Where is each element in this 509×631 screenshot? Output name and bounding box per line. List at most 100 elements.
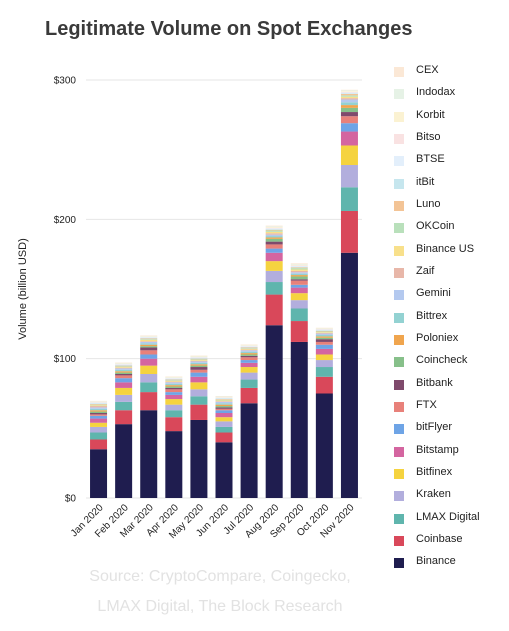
legend-item: Coinbase [394,533,506,555]
bar-segment [115,382,133,388]
bar-segment [340,91,358,93]
bar-segment [215,396,233,397]
bar-segment [115,363,133,365]
bar-segment [115,362,133,364]
bar-segment [340,102,358,106]
bar-segment [140,350,158,355]
legend-label: Korbit [416,108,445,121]
bar-segment [190,396,208,405]
bar-segment [115,365,133,367]
bar-segment [165,404,183,411]
bar-segment [215,398,233,400]
legend-label: itBit [416,175,435,188]
chart-legend: CEX Indodax Korbit Bitso BTSE itBit Luno OKCoin… [394,64,506,578]
source-note-line-2: LMAX Digital, The Block Research [97,598,343,615]
bar-segment [265,238,283,242]
bar-segment [165,380,183,382]
bar-segment [315,339,333,342]
bar-segment [290,272,308,274]
legend-item: FTX [394,399,506,421]
bar-segment [215,406,233,408]
bar-segment [215,400,233,402]
bar-segment [240,360,258,363]
bar-segment [315,393,333,498]
legend-swatch [394,111,404,122]
bar-segment [315,328,333,330]
bar-segment [90,413,108,415]
bar-segment [315,334,333,337]
bar-segment [265,233,283,235]
bar-segment [140,373,158,383]
legend-swatch [394,401,404,412]
bar-segment [265,270,283,283]
bar-segment [165,383,183,386]
bar-segment [340,123,358,132]
bar-segment [190,356,208,357]
bar-segment [315,328,333,330]
bar-segment [165,385,183,387]
legend-label: BTSE [416,153,445,166]
bar-segment [215,408,233,411]
bar-segment [165,378,183,379]
bar-segment [140,337,158,339]
bar-segment [140,335,158,336]
bar-segment [240,344,258,345]
legend-swatch [394,312,404,323]
bar-segment [165,382,183,384]
bar-segment [140,339,158,340]
legend-item: Luno [394,198,506,220]
bar-segment [290,270,308,273]
bar-segment [265,237,283,239]
legend-swatch [394,491,404,502]
bar-segment [90,422,108,427]
bar-segment [290,293,308,301]
bar-segment [215,417,233,422]
bar-segment [240,349,258,351]
bar-segment [90,414,108,416]
bar-segment [315,337,333,340]
bar-segment [165,417,183,432]
legend-item: Bitstamp [394,444,506,466]
bar-segment [190,356,208,358]
bar-segment [115,375,133,379]
bar-segment [90,404,108,406]
bar-segment [315,328,333,329]
y-tick-label: $0 [65,494,77,505]
legend-label: Bitbank [416,376,453,389]
bar-segment [340,145,358,165]
bar-segment [215,410,233,414]
bar-segment [290,268,308,270]
bar-segment [165,431,183,498]
bar-segment [240,351,258,354]
legend-label: Gemini [416,287,451,300]
bar-segment [240,346,258,347]
bar-segment [115,378,133,383]
legend-swatch [394,133,404,144]
legend-label: Bitstamp [416,443,459,456]
bar-segment [140,336,158,337]
bar-segment [90,426,108,433]
bar-segment [190,358,208,360]
bar-segment [190,361,208,363]
legend-swatch [394,89,404,100]
bar-segment [340,96,358,99]
bar-segment [90,408,108,411]
bar-segment [340,187,358,211]
legend-label: FTX [416,398,437,411]
legend-item: Bitso [394,131,506,153]
legend-label: Bitso [416,130,441,143]
bar-segment [340,116,358,124]
bar-segment [190,357,208,359]
bar-segment [290,267,308,269]
legend-label: Kraken [416,488,451,501]
bar-segment [315,327,333,329]
legend-item: LMAX Digital [394,511,506,533]
bar-segment [190,376,208,383]
bar-segment [215,404,233,407]
legend-swatch [394,223,404,234]
legend-item: itBit [394,176,506,198]
bar-segment [315,330,333,332]
bar-segment [315,333,333,335]
bar-segment [90,406,108,408]
bar-segment [290,265,308,267]
